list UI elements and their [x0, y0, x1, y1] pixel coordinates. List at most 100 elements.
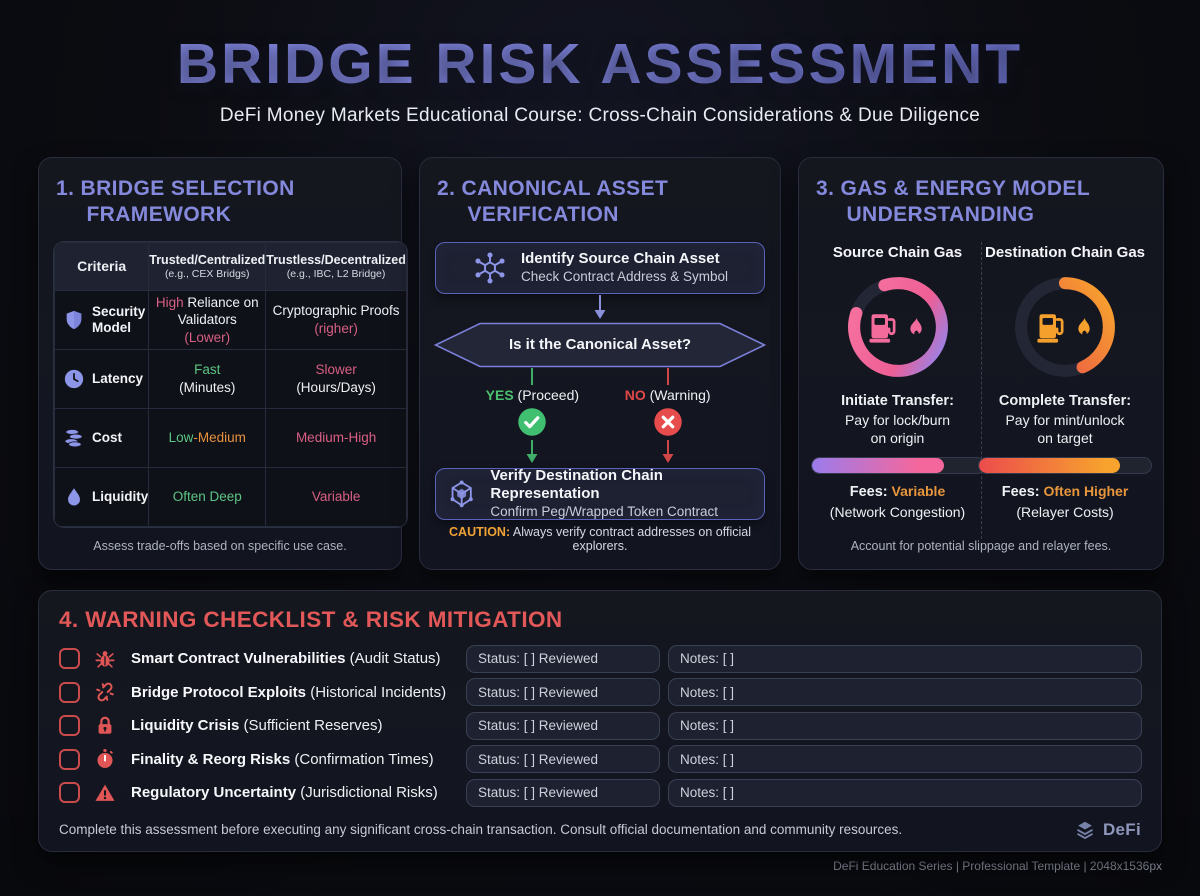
notes-field[interactable]: Notes: [ ] [669, 746, 1141, 773]
trustless-cell: Variable [265, 466, 407, 527]
checklist-item: Smart Contract Vulnerabilities (Audit St… [59, 646, 457, 672]
status-field[interactable]: Status: [ ] Reviewed [467, 679, 659, 706]
flow-step-identify: Identify Source Chain Asset Check Contra… [435, 241, 765, 294]
destination-gas-gauge [1009, 271, 1121, 383]
destination-gas-description: Complete Transfer: Pay for mint/unlock o… [998, 392, 1132, 446]
source-fee-bar-fill [811, 458, 944, 474]
bug-icon [95, 650, 115, 668]
step-title: Identify Source Chain Asset [520, 250, 720, 268]
status-field[interactable]: Status: [ ] Reviewed [467, 712, 659, 739]
checkbox[interactable] [59, 782, 80, 804]
trustless-cell: Slower (Hours/Days) [265, 348, 407, 409]
destination-fee-bar-fill [979, 458, 1121, 474]
notes-field[interactable]: Notes: [ ] [669, 779, 1141, 806]
table-header-row: Criteria Trusted/Centralized (e.g., CEX … [54, 241, 407, 291]
arrow-down-icon [594, 294, 606, 319]
source-gas-gauge [842, 271, 954, 383]
table-row: Latency Fast (Minutes) Slower (Hours/Days) [54, 348, 407, 409]
trustless-cell: Cryptographic Proofs (righer) [265, 289, 407, 350]
panel2-title: 2. CANONICAL ASSET VERIFICATION [437, 176, 669, 227]
gauge-ring [1015, 276, 1115, 377]
stopwatch-icon [97, 749, 113, 768]
step-subtitle: Check Contract Address & Symbol [520, 268, 729, 284]
table-row: Cost Low-Medium Medium-High [54, 407, 407, 468]
notes-field[interactable]: Notes: [ ] [669, 712, 1141, 739]
criteria-cell: Cost [54, 407, 150, 468]
trustless-cell: Medium-High [265, 407, 407, 468]
destination-fee-bar [979, 458, 1151, 474]
destination-gas-heading: Destination Chain Gas [984, 243, 1146, 261]
checkbox[interactable] [59, 748, 80, 770]
notes-field[interactable]: Notes: [ ] [669, 679, 1141, 706]
table-row: Security Model High Reliance on Validato… [54, 289, 407, 350]
trusted-cell: Fast (Minutes) [148, 348, 267, 409]
source-gas-description: Initiate Transfer: Pay for lock/burn on … [841, 392, 954, 446]
trusted-cell: Often Deep [148, 466, 267, 527]
source-fees: Fees: Variable (Network Congestion) [829, 483, 966, 520]
notes-field[interactable]: Notes: [ ] [669, 645, 1141, 672]
no-branch: NO (Warning) [602, 367, 734, 464]
shield-icon [66, 310, 82, 330]
bridge-selection-table: Criteria Trusted/Centralized (e.g., CEX … [54, 241, 407, 527]
network-icon [475, 252, 505, 284]
logo-text: DeFi [1102, 819, 1141, 839]
col-trusted: Trusted/Centralized (e.g., CEX Bridgs) [148, 241, 267, 291]
footer-note: Complete this assessment before executin… [59, 822, 903, 838]
gauge-ring [847, 276, 948, 377]
x-circle-icon [653, 408, 682, 436]
status-field[interactable]: Status: [ ] Reviewed [467, 645, 659, 672]
decision-hexagon: Is it the Canonical Asset? [434, 322, 766, 368]
lock-icon [98, 716, 112, 734]
flame-icon [1077, 317, 1090, 336]
verification-flowchart: Identify Source Chain Asset Check Contra… [434, 241, 766, 555]
yes-label: YES (Proceed) [485, 386, 580, 403]
status-field[interactable]: Status: [ ] Reviewed [467, 746, 659, 773]
decision-branches: YES (Proceed) NO (Warning) [435, 367, 765, 468]
broken-link-icon [96, 682, 114, 702]
flow-step-verify: Verify Destination Chain Representation … [435, 466, 765, 520]
fuel-pump-icon [869, 314, 896, 343]
source-gas-column: Source Chain Gas [811, 242, 984, 539]
checkbox[interactable] [59, 681, 80, 703]
status-field[interactable]: Status: [ ] Reviewed [467, 779, 659, 806]
checkbox[interactable] [59, 648, 80, 670]
step-title: Verify Destination Chain Representation [490, 466, 663, 503]
trusted-cell: Low-Medium [148, 407, 267, 468]
table-row: Liquidity Often Deep Variable [54, 466, 407, 527]
checkbox[interactable] [59, 715, 80, 737]
checklist-label: Bridge Protocol Exploits (Historical Inc… [131, 683, 447, 701]
yes-connector [531, 367, 534, 385]
panel3-caption: Account for potential slippage and relay… [850, 538, 1112, 553]
caution-note: CAUTION: Always verify contract addresse… [449, 524, 751, 553]
credit-line: DeFi Education Series | Professional Tem… [833, 858, 1162, 873]
panel1-title: 1. BRIDGE SELECTION FRAMEWORK [56, 176, 295, 227]
layers-icon [1077, 821, 1093, 839]
coins-icon [64, 428, 83, 448]
col-trustless: Trustless/Decentralized (e.g., IBC, L2 B… [265, 241, 407, 291]
flame-icon [910, 317, 922, 336]
checklist-label: Liquidity Crisis (Sufficient Reserves) [131, 717, 383, 735]
panel-warning-checklist: 4. WARNING CHECKLIST & RISK MITIGATION S… [38, 589, 1162, 852]
panel-canonical-verification: 2. CANONICAL ASSET VERIFICATION Identify… [419, 156, 781, 570]
checklist-label: Regulatory Uncertainty (Jurisdictional R… [131, 784, 438, 802]
criteria-cell: Security Model [54, 289, 150, 350]
no-label: NO (Warning) [624, 386, 711, 403]
yes-branch: YES (Proceed) [466, 367, 598, 464]
decision-question: Is it the Canonical Asset? [509, 336, 691, 354]
header: BRIDGE RISK ASSESSMENT DeFi Money Market… [38, 33, 1162, 127]
page-title: BRIDGE RISK ASSESSMENT [38, 33, 1162, 96]
panel-bridge-selection: 1. BRIDGE SELECTION FRAMEWORK Criteria T… [38, 156, 407, 570]
panel1-caption: Assess trade-offs based on specific use … [93, 538, 347, 553]
checklist-item: Finality & Reorg Risks (Confirmation Tim… [59, 746, 457, 772]
step-subtitle: Confirm Peg/Wrapped Token Contract [490, 504, 718, 520]
checklist-item: Bridge Protocol Exploits (Historical Inc… [59, 679, 457, 705]
source-fee-bar [811, 458, 984, 474]
checklist-grid: Smart Contract Vulnerabilities (Audit St… [59, 645, 1141, 806]
top-panels-row: 1. BRIDGE SELECTION FRAMEWORK Criteria T… [38, 156, 1164, 570]
destination-gas-column: Destination Chain Gas [979, 241, 1151, 539]
col-criteria: Criteria [54, 241, 150, 291]
defi-logo: DeFi [1074, 819, 1141, 841]
page-subtitle: DeFi Money Markets Educational Course: C… [219, 104, 981, 126]
check-circle-icon [518, 408, 547, 436]
